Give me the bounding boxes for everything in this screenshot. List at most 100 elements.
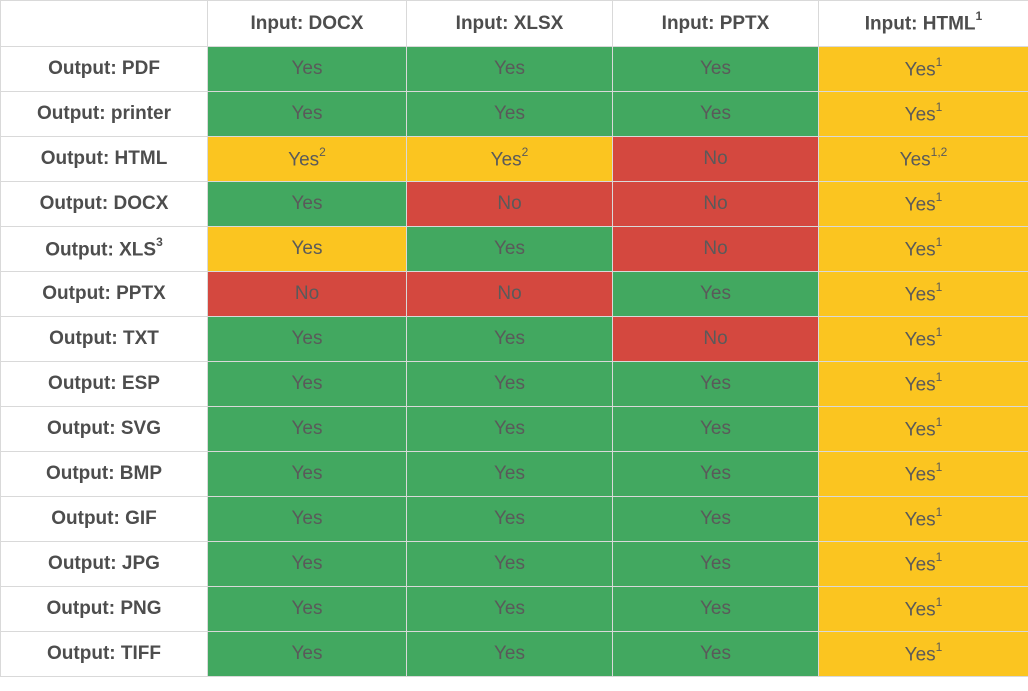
support-cell: Yes xyxy=(207,181,407,227)
row-header-text: Output: SVG xyxy=(47,418,161,439)
support-cell-text: Yes xyxy=(904,194,936,216)
table-row: Output: PNG Yes Yes Yes Yes1 xyxy=(0,586,1028,632)
support-cell-text: Yes xyxy=(291,328,323,349)
support-cell: Yes1 xyxy=(818,181,1028,227)
row-header-text: Output: PNG xyxy=(46,598,162,619)
row-header-text: Output: TIFF xyxy=(47,643,161,664)
table-row: Output: SVG Yes Yes Yes Yes1 xyxy=(0,406,1028,452)
support-cell-text: Yes xyxy=(490,149,522,171)
corner-cell xyxy=(0,0,208,47)
support-cell: Yes xyxy=(406,406,613,452)
support-cell-footnote: 1 xyxy=(935,504,943,519)
support-cell: Yes xyxy=(612,271,819,317)
support-cell-footnote: 1 xyxy=(935,54,943,69)
row-header-output-bmp: Output: BMP xyxy=(0,451,208,497)
support-cell-footnote: 2 xyxy=(319,144,326,159)
support-cell: Yes xyxy=(406,46,613,92)
column-header-input-docx: Input: DOCX xyxy=(207,0,407,47)
support-cell: Yes1 xyxy=(818,541,1028,587)
support-cell: Yes1 xyxy=(818,226,1028,272)
table-row: Output: ESP Yes Yes Yes Yes1 xyxy=(0,361,1028,407)
table-row: Output: XLS3 Yes Yes No Yes1 xyxy=(0,226,1028,272)
support-cell-text: Yes xyxy=(700,103,731,124)
support-cell: Yes xyxy=(207,406,407,452)
support-cell-text: Yes xyxy=(291,553,323,574)
column-header-input-html: Input: HTML1 xyxy=(818,0,1028,47)
row-header-text: Output: XLS xyxy=(45,239,157,261)
support-cell-footnote: 1 xyxy=(935,99,943,114)
support-cell-text: No xyxy=(497,283,522,304)
support-cell-text: Yes xyxy=(700,598,731,619)
support-cell-text: Yes xyxy=(904,464,936,486)
support-cell: Yes1 xyxy=(818,271,1028,317)
support-cell-text: Yes xyxy=(700,418,731,439)
row-header-output-jpg: Output: JPG xyxy=(0,541,208,587)
row-header-text: Output: JPG xyxy=(48,553,160,574)
support-cell-text: Yes xyxy=(904,329,936,351)
support-cell-text: Yes xyxy=(291,103,323,124)
support-cell-footnote: 1 xyxy=(935,324,943,339)
support-cell-text: Yes xyxy=(700,283,731,304)
row-header-text: Output: BMP xyxy=(45,463,163,484)
support-cell: Yes xyxy=(612,451,819,497)
support-cell: Yes xyxy=(612,586,819,632)
support-cell-footnote: 1 xyxy=(935,549,943,564)
column-header-input-xlsx: Input: XLSX xyxy=(406,0,613,47)
support-cell-text: Yes xyxy=(494,643,525,664)
column-header-footnote: 1 xyxy=(975,9,983,24)
row-header-text: Output: PDF xyxy=(48,58,160,79)
row-header-output-esp: Output: ESP xyxy=(0,361,208,407)
column-header-text: Input: HTML xyxy=(864,13,976,35)
support-cell: Yes1 xyxy=(818,631,1028,677)
row-header-text: Output: HTML xyxy=(40,148,168,169)
row-header-text: Output: GIF xyxy=(51,508,157,529)
support-cell-text: Yes xyxy=(494,238,525,259)
support-cell: Yes xyxy=(406,91,613,137)
support-cell: Yes xyxy=(207,451,407,497)
row-header-output-svg: Output: SVG xyxy=(0,406,208,452)
support-cell-text: Yes xyxy=(904,284,936,306)
support-cell-text: No xyxy=(703,193,728,214)
support-cell-text: Yes xyxy=(494,328,525,349)
support-cell-text: Yes xyxy=(291,598,323,619)
support-cell-footnote: 1 xyxy=(935,369,943,384)
support-cell-text: Yes xyxy=(904,59,936,81)
support-cell-text: Yes xyxy=(291,58,323,79)
row-header-output-pptx: Output: PPTX xyxy=(0,271,208,317)
column-header-input-pptx: Input: PPTX xyxy=(612,0,819,47)
column-header-text: Input: PPTX xyxy=(661,12,770,34)
row-header-output-xls: Output: XLS3 xyxy=(0,226,208,272)
row-header-text: Output: ESP xyxy=(48,373,160,394)
support-cell: Yes2 xyxy=(207,136,407,182)
support-cell-text: Yes xyxy=(494,463,525,484)
support-cell-text: No xyxy=(703,238,728,259)
support-cell: Yes xyxy=(406,541,613,587)
support-cell: Yes1 xyxy=(818,406,1028,452)
support-cell: Yes xyxy=(207,226,407,272)
support-cell-text: Yes xyxy=(291,193,323,214)
table-row: Output: HTML Yes2 Yes2 No Yes1,2 xyxy=(0,136,1028,182)
support-cell: Yes xyxy=(406,451,613,497)
support-cell-text: Yes xyxy=(494,58,525,79)
row-header-output-gif: Output: GIF xyxy=(0,496,208,542)
support-cell: Yes xyxy=(207,586,407,632)
support-cell: Yes xyxy=(612,541,819,587)
row-header-footnote: 3 xyxy=(156,234,163,249)
support-cell-text: Yes xyxy=(904,599,936,621)
column-header-text: Input: DOCX xyxy=(250,12,364,34)
row-header-text: Output: printer xyxy=(36,103,172,124)
support-cell: Yes xyxy=(612,496,819,542)
support-cell: Yes1 xyxy=(818,46,1028,92)
support-cell-text: Yes xyxy=(904,104,936,126)
support-cell: Yes xyxy=(207,496,407,542)
support-cell: Yes xyxy=(406,631,613,677)
support-cell-text: No xyxy=(294,283,320,304)
support-cell: Yes1,2 xyxy=(818,136,1028,182)
table-row: Output: DOCX Yes No No Yes1 xyxy=(0,181,1028,227)
support-cell-footnote: 2 xyxy=(521,144,529,159)
support-cell-text: Yes xyxy=(700,643,731,664)
support-cell-text: Yes xyxy=(700,553,731,574)
row-header-output-docx: Output: DOCX xyxy=(0,181,208,227)
support-cell-footnote: 1 xyxy=(935,414,943,429)
support-cell: Yes xyxy=(612,361,819,407)
